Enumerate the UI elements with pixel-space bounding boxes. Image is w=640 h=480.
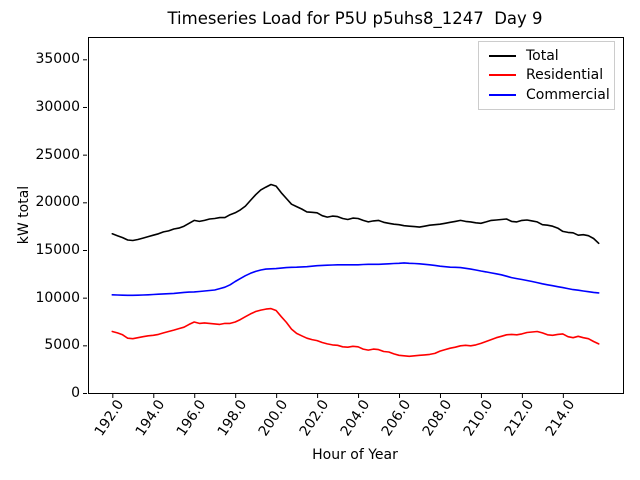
legend-label-total: Total: [526, 47, 559, 64]
y-tick-label: 0: [71, 385, 80, 401]
legend-line-sample-total: [489, 54, 516, 57]
series-line-commercial: [111, 262, 600, 297]
x-axis-label: Hour of Year: [312, 447, 398, 463]
y-tick-label: 35000: [35, 51, 80, 68]
legend-item-commercial: Commercial: [479, 88, 614, 102]
y-tick-label: 20000: [35, 194, 80, 211]
y-tick-label: 5000: [44, 337, 80, 354]
chart-title: Timeseries Load for P5U p5uhs8_1247 Day …: [167, 9, 543, 28]
y-tick-label: 30000: [35, 98, 80, 115]
legend-line-sample-commercial: [489, 94, 516, 97]
y-tick-label: 25000: [35, 146, 80, 163]
legend-item-total: Total: [479, 49, 614, 63]
legend-label-residential: Residential: [526, 67, 604, 84]
axes-frame: [88, 37, 624, 394]
legend-item-residential: Residential: [479, 68, 614, 82]
y-tick-label: 10000: [35, 289, 80, 306]
series-line-residential: [111, 307, 600, 358]
legend: Total Residential Commercial: [478, 41, 615, 110]
series-line-total: [111, 183, 600, 245]
legend-label-commercial: Commercial: [526, 87, 610, 104]
y-tick-label: 15000: [35, 241, 80, 258]
legend-line-sample-residential: [489, 74, 516, 77]
